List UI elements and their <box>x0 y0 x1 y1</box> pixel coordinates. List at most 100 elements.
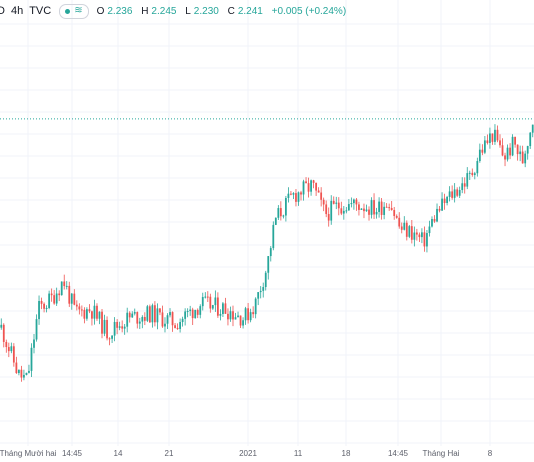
x-tick-label: 18 <box>342 449 351 458</box>
candle-body <box>148 306 151 323</box>
candle-body <box>88 309 91 312</box>
low-label: L <box>185 5 191 17</box>
candle-body <box>342 210 345 214</box>
candle-body <box>164 323 166 327</box>
candle-body <box>499 140 501 146</box>
candle-body <box>390 208 393 211</box>
candle-body <box>448 191 451 197</box>
candle-body <box>378 201 380 212</box>
open-value: 2.236 <box>107 5 133 17</box>
candle-body <box>38 300 40 320</box>
candle-body <box>413 232 416 240</box>
candle-body <box>174 325 176 328</box>
candle-body <box>300 192 302 195</box>
candle-body <box>302 181 305 195</box>
candle-body <box>209 296 212 309</box>
market-status-pill[interactable]: ≋ <box>59 3 89 19</box>
candle-body <box>257 292 260 299</box>
candle-body <box>509 147 511 156</box>
low-value: 2.230 <box>193 5 219 17</box>
candle-body <box>73 293 76 305</box>
candle-body <box>237 315 239 318</box>
candle-body <box>222 303 224 314</box>
candle-body <box>214 297 217 306</box>
candle-body <box>78 306 81 310</box>
candle-body <box>118 326 121 328</box>
candle-body <box>347 204 350 211</box>
candle-body <box>345 210 348 212</box>
x-tick-label: 2021 <box>239 449 257 458</box>
x-tick-label: Tháng Hai <box>423 449 460 458</box>
candle-body <box>431 218 433 227</box>
candle-body <box>244 308 247 321</box>
candle-body <box>451 191 454 198</box>
candle-body <box>353 199 355 204</box>
candle-body <box>481 149 484 153</box>
candle-body <box>123 326 126 329</box>
candle-body <box>320 192 323 200</box>
candle-body <box>350 203 353 205</box>
candle-body <box>441 198 443 211</box>
candle-body <box>521 151 524 164</box>
candle-body <box>65 285 68 287</box>
candle-body <box>252 312 255 315</box>
candle-body <box>70 293 73 304</box>
candle-body <box>83 309 86 319</box>
candle-body <box>2 324 5 342</box>
candle-body <box>496 129 499 141</box>
candle-body <box>262 287 265 291</box>
candle-body <box>272 224 275 249</box>
candle-body <box>436 208 438 222</box>
ohlc-readout: O 2.236 H 2.245 L 2.230 C 2.241 +0.005 (+0.2… <box>97 6 350 17</box>
candle-body <box>186 311 189 313</box>
symbol-fragment[interactable]: D <box>0 5 5 17</box>
candle-body <box>365 209 368 212</box>
candle-body <box>169 312 171 316</box>
candle-body <box>176 327 179 329</box>
candle-body <box>12 346 15 363</box>
candle-body <box>216 297 219 316</box>
candle-body <box>23 374 25 378</box>
candle-body <box>466 173 469 187</box>
candle-body <box>410 226 413 240</box>
candle-body <box>456 189 459 196</box>
candle-body <box>335 202 338 204</box>
candle-body <box>317 190 320 193</box>
candle-body <box>7 347 10 352</box>
candle-body <box>476 161 479 174</box>
candle-body <box>290 193 292 195</box>
candle-body <box>504 155 506 160</box>
candle-body <box>322 199 325 205</box>
candle-body <box>489 133 491 143</box>
x-tick-label: 14:45 <box>62 449 83 458</box>
candle-body <box>136 312 139 324</box>
interval-label[interactable]: 4h <box>10 5 24 17</box>
candlestick-series <box>0 124 534 382</box>
candle-body <box>254 298 257 315</box>
candle-body <box>98 311 101 319</box>
candle-body <box>40 300 43 304</box>
x-tick-label: 8 <box>488 449 493 458</box>
candle-body <box>181 318 184 323</box>
candle-body <box>426 233 428 247</box>
candle-body <box>524 153 527 164</box>
candle-body <box>305 181 307 184</box>
candle-body <box>201 297 204 307</box>
candle-body <box>171 312 174 326</box>
candle-body <box>393 210 396 216</box>
candle-body <box>307 183 310 192</box>
high-value: 2.245 <box>151 5 177 17</box>
candle-body <box>28 370 30 373</box>
candle-body <box>514 136 517 145</box>
high-label: H <box>141 5 149 17</box>
candle-body <box>375 211 378 215</box>
candle-body <box>247 308 250 321</box>
candle-body <box>446 196 448 204</box>
candle-body <box>194 309 197 319</box>
wave-icon: ≋ <box>74 5 83 16</box>
candle-body <box>519 151 522 155</box>
candle-body <box>463 183 466 187</box>
candle-body <box>96 305 98 319</box>
candle-body <box>91 311 93 319</box>
